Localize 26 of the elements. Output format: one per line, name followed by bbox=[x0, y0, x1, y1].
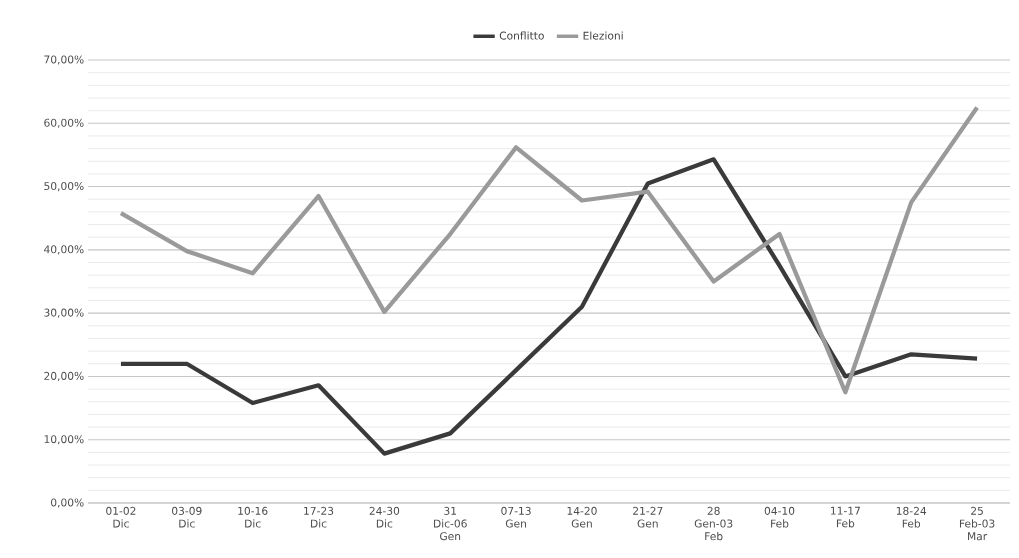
x-tick-label: 21-27 Gen bbox=[633, 506, 663, 528]
y-tick-label: 60,00% bbox=[44, 118, 84, 128]
line-series bbox=[118, 157, 980, 456]
x-tick-label: 25 Feb-03 Mar bbox=[959, 506, 995, 541]
x-tick-label: 04-10 Feb bbox=[764, 506, 795, 528]
legend-label: Elezioni bbox=[583, 31, 623, 40]
y-tick-label: 10,00% bbox=[44, 435, 84, 445]
legend-label: Conflitto bbox=[499, 31, 544, 40]
y-tick-label: 30,00% bbox=[44, 308, 84, 318]
x-tick-label: 14-20 Gen bbox=[567, 506, 597, 528]
x-tick-label: 17-23 Dic bbox=[304, 506, 334, 528]
y-tick-label: 50,00% bbox=[44, 181, 84, 192]
x-tick-label: 03-09 Dic bbox=[172, 506, 202, 528]
y-tick-label: 20,00% bbox=[44, 371, 84, 381]
x-tick-label: 07-13 Gen bbox=[501, 506, 531, 528]
y-tick-label: 70,00% bbox=[44, 55, 84, 65]
x-tick-label: 11-17 Feb bbox=[831, 506, 860, 528]
x-tick-label: 31 Dic-06 Gen bbox=[434, 506, 467, 541]
x-tick-label: 28 Gen-03 Feb bbox=[694, 506, 733, 541]
x-tick-label: 24-30 Dic bbox=[369, 506, 400, 528]
x-tick-label: 18-24 Feb bbox=[896, 506, 927, 528]
x-tick-label: 10-16 Dic bbox=[238, 506, 268, 528]
line-series bbox=[118, 105, 980, 395]
y-tick-label: 0,00% bbox=[51, 498, 84, 508]
x-tick-label: 01-02 Dic bbox=[106, 506, 136, 528]
y-tick-label: 40,00% bbox=[44, 245, 84, 255]
